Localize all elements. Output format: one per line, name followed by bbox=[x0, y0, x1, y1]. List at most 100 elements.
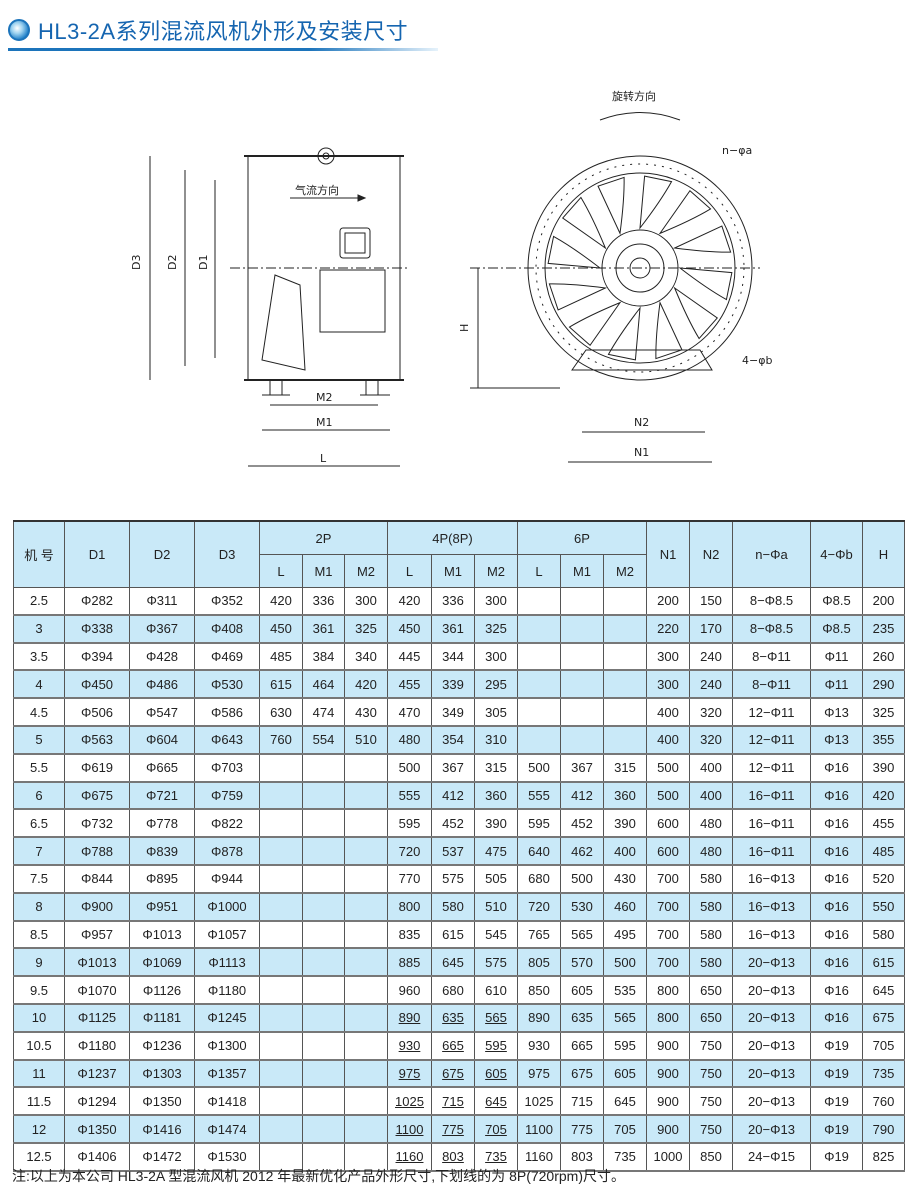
cell-6p bbox=[560, 697, 604, 727]
cell-2p bbox=[344, 920, 388, 949]
cell-d1: Φ844 bbox=[64, 864, 130, 894]
cell-d3: Φ530 bbox=[194, 669, 260, 699]
cell-6p bbox=[517, 697, 561, 727]
cell-n-phi-a: 8−Φ11 bbox=[732, 642, 811, 671]
cell-4p: 595 bbox=[387, 808, 432, 838]
cell-6p bbox=[517, 669, 561, 699]
cell-4p: 960 bbox=[387, 975, 432, 1005]
cell-n1: 700 bbox=[646, 864, 690, 894]
cell-d1: Φ1070 bbox=[64, 975, 130, 1005]
cell-6p: 460 bbox=[603, 892, 647, 922]
cell-d2: Φ778 bbox=[129, 808, 195, 838]
cell-6p bbox=[603, 642, 647, 671]
cell-6p: 452 bbox=[560, 808, 604, 838]
cell-h: 705 bbox=[862, 1031, 905, 1061]
cell-d2: Φ1350 bbox=[129, 1086, 195, 1116]
cell-n1: 900 bbox=[646, 1086, 690, 1116]
cell-2p: 485 bbox=[259, 642, 303, 671]
cell-model: 5 bbox=[13, 725, 65, 755]
cell-4-phi-b: Φ16 bbox=[810, 781, 863, 810]
subheader-l: L bbox=[517, 554, 561, 588]
label-rotation: 旋转方向 bbox=[612, 89, 656, 103]
cell-n1: 400 bbox=[646, 725, 690, 755]
cell-h: 615 bbox=[862, 947, 905, 977]
cell-2p bbox=[259, 975, 303, 1005]
cell-n2: 170 bbox=[689, 614, 733, 644]
cell-6p: 500 bbox=[603, 947, 647, 977]
table-row: 12 Φ1350 Φ1416 Φ1474 1100 775 705 1100 775 705 900… bbox=[13, 1114, 905, 1144]
section-title: HL3-2A系列混流风机外形及安装尺寸 bbox=[8, 14, 408, 46]
cell-d3: Φ1245 bbox=[194, 1003, 260, 1033]
title-text: HL3-2A系列混流风机外形及安装尺寸 bbox=[38, 19, 409, 44]
cell-4-phi-b: Φ16 bbox=[810, 836, 863, 866]
cell-model: 5.5 bbox=[13, 753, 65, 783]
cell-4-phi-b: Φ8.5 bbox=[810, 586, 863, 616]
cell-d3: Φ1057 bbox=[194, 920, 260, 949]
cell-d3: Φ1474 bbox=[194, 1114, 260, 1144]
cell-model: 6.5 bbox=[13, 808, 65, 838]
cell-4-phi-b: Φ16 bbox=[810, 864, 863, 894]
cell-n-phi-a: 8−Φ8.5 bbox=[732, 586, 811, 616]
table-row: 4.5 Φ506 Φ547 Φ586 630 474 430 470 349 305 400 320 1… bbox=[13, 697, 905, 727]
cell-n-phi-a: 20−Φ13 bbox=[732, 1086, 811, 1116]
cell-model: 9.5 bbox=[13, 975, 65, 1005]
cell-d3: Φ703 bbox=[194, 753, 260, 783]
cell-2p: 630 bbox=[259, 697, 303, 727]
cell-2p bbox=[344, 1003, 388, 1033]
cell-n-phi-a: 20−Φ13 bbox=[732, 1059, 811, 1088]
cell-d3: Φ822 bbox=[194, 808, 260, 838]
cell-d3: Φ944 bbox=[194, 864, 260, 894]
table-row: 12.5 Φ1406 Φ1472 Φ1530 1160 803 735 1160 803 735 1… bbox=[13, 1142, 905, 1172]
cell-2p: 760 bbox=[259, 725, 303, 755]
cell-2p bbox=[302, 1059, 345, 1088]
cell-d2: Φ428 bbox=[129, 642, 195, 671]
cell-4p: 500 bbox=[387, 753, 432, 783]
cell-2p bbox=[344, 836, 388, 866]
cell-2p: 464 bbox=[302, 669, 345, 699]
cell-n-phi-a: 16−Φ11 bbox=[732, 781, 811, 810]
label-n1: N1 bbox=[634, 446, 649, 459]
cell-4-phi-b: Φ8.5 bbox=[810, 614, 863, 644]
cell-h: 580 bbox=[862, 920, 905, 949]
label-n2: N2 bbox=[634, 416, 649, 429]
cell-model: 11.5 bbox=[13, 1086, 65, 1116]
fan-blade bbox=[678, 267, 733, 301]
cell-2p bbox=[259, 892, 303, 922]
cell-4p: 305 bbox=[474, 697, 518, 727]
cell-6p: 565 bbox=[603, 1003, 647, 1033]
cell-6p: 500 bbox=[517, 753, 561, 783]
table-row: 7.5 Φ844 Φ895 Φ944 770 575 505 680 500 430 700 580 1… bbox=[13, 864, 905, 894]
cell-d3: Φ1530 bbox=[194, 1142, 260, 1172]
table-row: 6.5 Φ732 Φ778 Φ822 595 452 390 595 452 390 600 480 1… bbox=[13, 808, 905, 838]
cell-n-phi-a: 20−Φ13 bbox=[732, 947, 811, 977]
cell-n-phi-a: 20−Φ13 bbox=[732, 975, 811, 1005]
cell-n1: 900 bbox=[646, 1059, 690, 1088]
cell-d2: Φ1236 bbox=[129, 1031, 195, 1061]
cell-4p: 715 bbox=[431, 1086, 475, 1116]
side-view: D3 D2 D1 M2 M1 L 气流方向 bbox=[130, 147, 410, 467]
cell-d2: Φ895 bbox=[129, 864, 195, 894]
cell-4p: 1025 bbox=[387, 1086, 432, 1116]
cell-n2: 400 bbox=[689, 781, 733, 810]
cell-d1: Φ506 bbox=[64, 697, 130, 727]
cell-2p bbox=[344, 864, 388, 894]
cell-model: 7.5 bbox=[13, 864, 65, 894]
cell-2p bbox=[259, 808, 303, 838]
cell-d1: Φ1180 bbox=[64, 1031, 130, 1061]
cell-4p: 295 bbox=[474, 669, 518, 699]
cell-6p bbox=[560, 725, 604, 755]
fan-blade bbox=[639, 175, 673, 230]
cell-h: 290 bbox=[862, 669, 905, 699]
label-airflow: 气流方向 bbox=[295, 183, 339, 197]
cell-6p bbox=[517, 614, 561, 644]
label-d2: D2 bbox=[166, 255, 179, 270]
cell-4p: 450 bbox=[387, 614, 432, 644]
cell-2p bbox=[302, 864, 345, 894]
cell-2p bbox=[259, 1142, 303, 1172]
cell-2p: 430 bbox=[344, 697, 388, 727]
cell-4p: 452 bbox=[431, 808, 475, 838]
cell-n1: 600 bbox=[646, 808, 690, 838]
footnote: 注:以上为本公司 HL3-2A 型混流风机 2012 年最新优化产品外形尺寸,下… bbox=[12, 1168, 625, 1184]
cell-6p: 720 bbox=[517, 892, 561, 922]
cell-6p: 360 bbox=[603, 781, 647, 810]
